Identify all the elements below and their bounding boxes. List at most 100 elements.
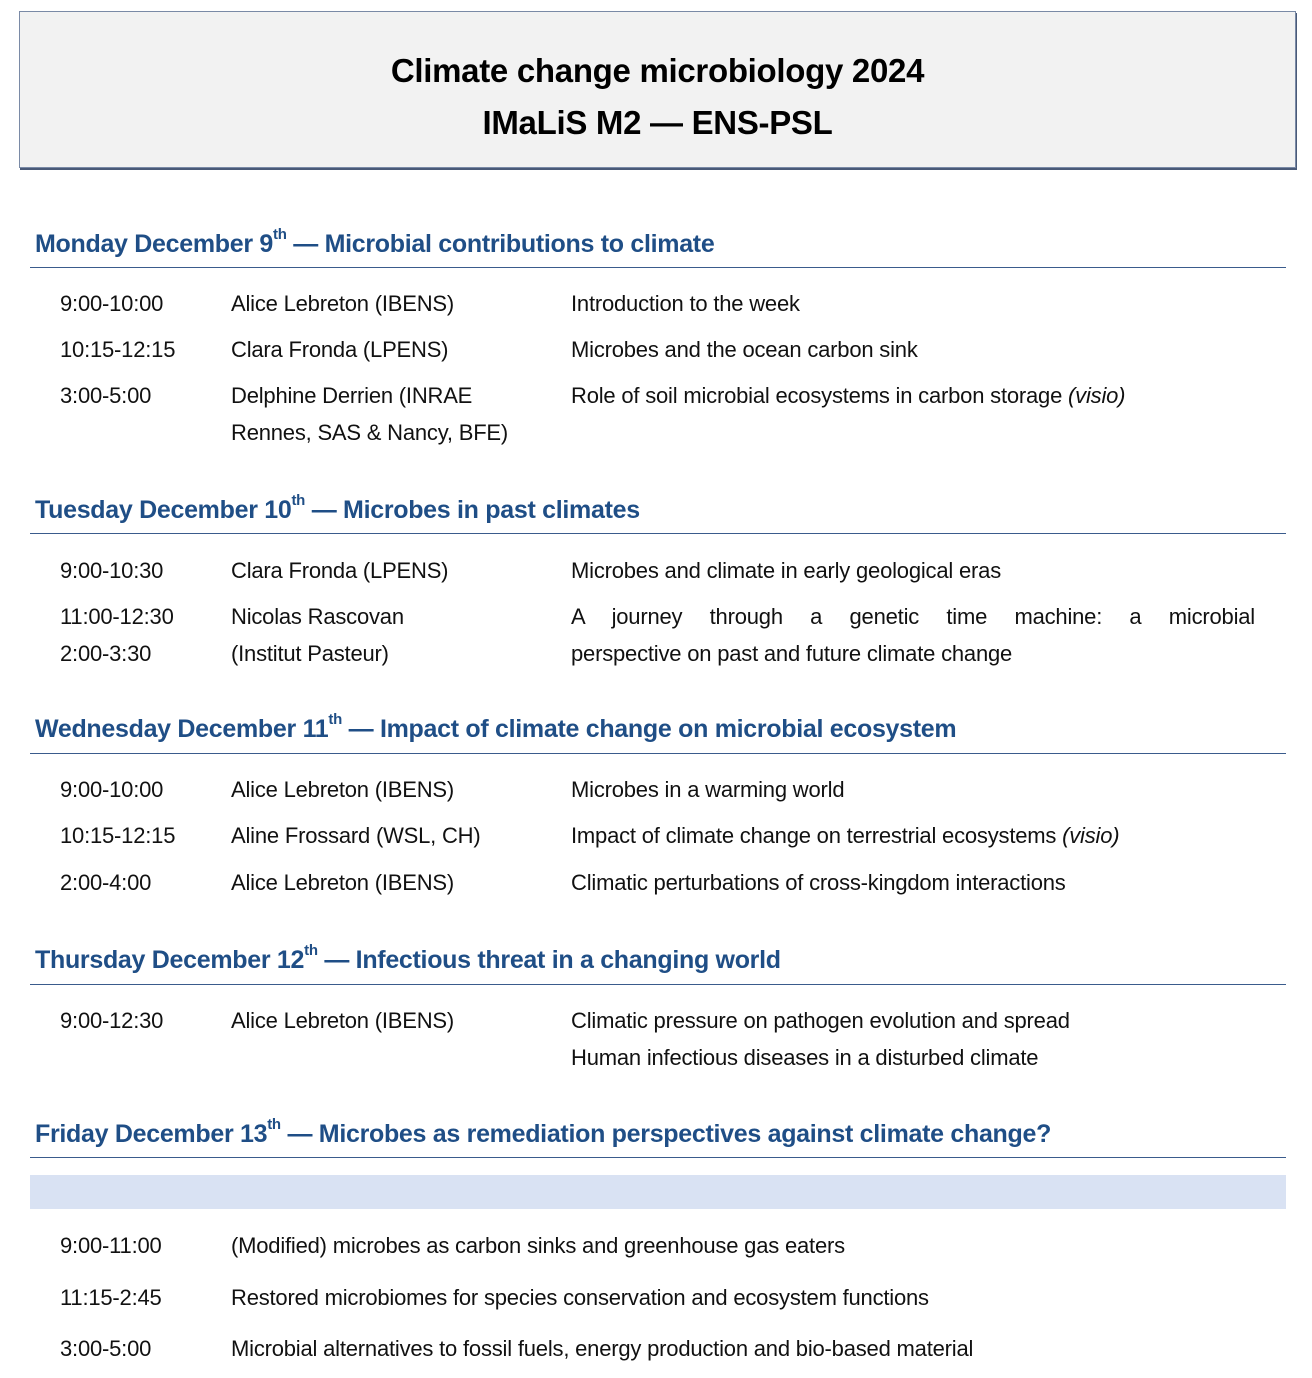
topic-line: A journey through a genetic time machine… xyxy=(571,604,1255,629)
session-speaker: Aline Frossard (WSL, CH) xyxy=(231,817,481,854)
topic-line: Climatic pressure on pathogen evolution … xyxy=(571,1008,1070,1033)
speaker-line: Clara Fronda (LPENS) xyxy=(231,337,449,362)
speaker-line: Delphine Derrien (INRAE xyxy=(231,383,473,408)
speaker-line: Alice Lebreton (IBENS) xyxy=(231,777,455,802)
time-line: 11:15-2:45 xyxy=(60,1285,162,1310)
day-ordinal: th xyxy=(273,226,287,243)
session-speaker: Clara Fronda (LPENS) xyxy=(231,331,449,368)
time-line: 2:00-4:00 xyxy=(60,870,152,895)
day-date: Wednesday December 11 xyxy=(35,715,329,743)
time-line: 10:15-12:15 xyxy=(60,337,176,362)
topic-line: Microbes in a warming world xyxy=(571,777,845,802)
session-topic: Restored microbiomes for species conserv… xyxy=(231,1279,929,1316)
session-topic: Microbes and the ocean carbon sink xyxy=(571,331,918,368)
time-line: 11:00-12:30 xyxy=(60,604,174,629)
topic-line: Human infectious diseases in a disturbed… xyxy=(571,1045,1039,1070)
speaker-line: Alice Lebreton (IBENS) xyxy=(231,870,455,895)
time-line: 9:00-10:00 xyxy=(60,291,164,316)
session-topic: A journey through a genetic time machine… xyxy=(571,598,1255,672)
speaker-line: Nicolas Rascovan xyxy=(231,604,404,629)
speaker-line: Rennes, SAS & Nancy, BFE) xyxy=(231,420,509,445)
topic-note: (visio) xyxy=(1068,383,1126,408)
topic-line: (Modified) microbes as carbon sinks and … xyxy=(231,1233,845,1258)
session-time: 9:00-10:30 xyxy=(60,552,163,589)
session-topic: Climatic perturbations of cross-kingdom … xyxy=(571,864,1066,901)
title-line-1: Climate change microbiology 2024 xyxy=(390,52,925,89)
day-heading: Friday December 13th — Microbes as remed… xyxy=(35,1116,1052,1149)
day-ordinal: th xyxy=(267,1116,281,1133)
speaker-line: (Institut Pasteur) xyxy=(231,641,389,666)
speaker-line: Alice Lebreton (IBENS) xyxy=(231,291,455,316)
day-heading: Wednesday December 11th — Impact of clim… xyxy=(35,711,957,744)
day-theme: — Microbial contributions to climate xyxy=(286,230,715,258)
topic-note: (visio) xyxy=(1062,823,1120,848)
speaker-line: Alice Lebreton (IBENS) xyxy=(231,1008,455,1033)
day-heading: Tuesday December 10th — Microbes in past… xyxy=(35,492,640,525)
session-time: 9:00-12:30 xyxy=(60,1002,163,1039)
topic-line: Restored microbiomes for species conserv… xyxy=(231,1285,929,1310)
time-line: 9:00-11:00 xyxy=(60,1233,162,1258)
topic-line: Climatic perturbations of cross-kingdom … xyxy=(571,870,1066,895)
session-time: 3:00-5:00 xyxy=(60,377,151,414)
session-topic: Introduction to the week xyxy=(571,285,800,322)
day-date: Tuesday December 10 xyxy=(35,496,292,524)
session-speaker: Clara Fronda (LPENS) xyxy=(231,552,449,589)
day-theme: — Microbes in past climates xyxy=(305,496,640,524)
session-time: 9:00-10:00 xyxy=(60,771,163,808)
day-ordinal: th xyxy=(328,711,342,728)
day-ordinal: th xyxy=(304,942,318,959)
day-heading: Monday December 9th — Microbial contribu… xyxy=(35,226,715,259)
session-topic: Microbial alternatives to fossil fuels, … xyxy=(231,1330,973,1367)
time-line: 9:00-10:00 xyxy=(60,777,164,802)
session-time: 2:00-4:00 xyxy=(60,864,151,901)
session-speaker: Alice Lebreton (IBENS) xyxy=(231,1002,454,1039)
day-heading: Thursday December 12th — Infectious thre… xyxy=(35,942,781,975)
time-line: 9:00-10:30 xyxy=(60,558,164,583)
day-date: Monday December 9 xyxy=(35,230,274,258)
time-line: 3:00-5:00 xyxy=(60,383,152,408)
session-speaker: Alice Lebreton (IBENS) xyxy=(231,771,454,808)
session-topic: Microbes in a warming world xyxy=(571,771,845,808)
highlight-band xyxy=(30,1175,1286,1209)
session-time: 9:00-10:00 xyxy=(60,285,163,322)
day-ordinal: th xyxy=(291,492,306,509)
topic-line: Introduction to the week xyxy=(571,291,800,316)
time-line: 9:00-12:30 xyxy=(60,1008,164,1033)
time-line: 2:00-3:30 xyxy=(60,641,152,666)
session-speaker: Alice Lebreton (IBENS) xyxy=(231,864,454,901)
session-speaker: Nicolas Rascovan (Institut Pasteur) xyxy=(231,598,404,672)
session-time: 3:00-5:00 xyxy=(60,1330,151,1367)
title-line-2: IMaLiS M2 — ENS-PSL xyxy=(482,104,833,141)
session-topic: Climatic pressure on pathogen evolution … xyxy=(571,1002,1070,1076)
section-rule xyxy=(30,753,1286,754)
session-time: 10:15-12:15 xyxy=(60,817,175,854)
topic-line: Role of soil microbial ecosystems in car… xyxy=(571,383,1126,408)
session-topic: Microbes and climate in early geological… xyxy=(571,552,1001,589)
speaker-line: Aline Frossard (WSL, CH) xyxy=(231,823,481,848)
speaker-line: Clara Fronda (LPENS) xyxy=(231,558,449,583)
day-theme: — Microbes as remediation perspectives a… xyxy=(280,1120,1052,1148)
session-topic: Impact of climate change on terrestrial … xyxy=(571,817,1120,854)
session-speaker: Alice Lebreton (IBENS) xyxy=(231,285,454,322)
day-theme: — Impact of climate change on microbial … xyxy=(341,715,957,743)
session-time: 11:00-12:30 2:00-3:30 xyxy=(60,598,174,672)
day-date: Friday December 13 xyxy=(35,1120,268,1148)
topic-line: Impact of climate change on terrestrial … xyxy=(571,823,1120,848)
session-time: 9:00-11:00 xyxy=(60,1227,162,1264)
session-time: 10:15-12:15 xyxy=(60,331,175,368)
session-topic: (Modified) microbes as carbon sinks and … xyxy=(231,1227,845,1264)
time-line: 3:00-5:00 xyxy=(60,1336,152,1361)
session-speaker: Delphine Derrien (INRAE Rennes, SAS & Nan… xyxy=(231,377,508,451)
section-rule xyxy=(30,1157,1286,1158)
topic-line: Microbial alternatives to fossil fuels, … xyxy=(231,1336,974,1361)
section-rule xyxy=(30,267,1286,268)
section-rule xyxy=(30,984,1286,985)
session-time: 11:15-2:45 xyxy=(60,1279,162,1316)
day-theme: — Infectious threat in a changing world xyxy=(317,946,781,974)
topic-line: Microbes and climate in early geological… xyxy=(571,558,1001,583)
section-rule xyxy=(30,533,1286,534)
time-line: 10:15-12:15 xyxy=(60,823,176,848)
title-box: Climate change microbiology 2024 IMaLiS … xyxy=(19,11,1296,168)
session-topic: Role of soil microbial ecosystems in car… xyxy=(571,377,1126,414)
day-date: Thursday December 12 xyxy=(35,946,305,974)
